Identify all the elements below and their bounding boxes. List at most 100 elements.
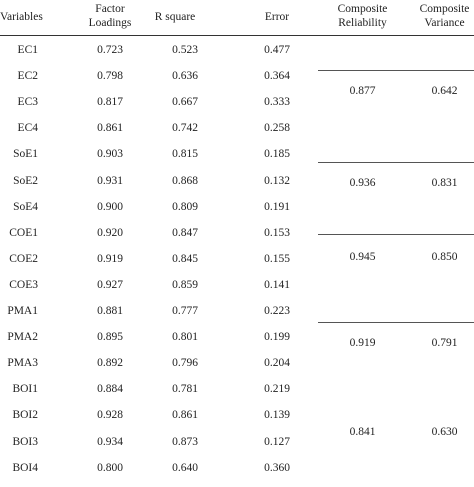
variable-cell: EC4 <box>17 122 38 135</box>
composite-reliability-cell: 0.945 <box>349 251 376 263</box>
header-error: Error <box>264 11 290 23</box>
table-row: PMA2 0.895 0.801 0.199 <box>0 330 474 356</box>
factor-loading-cell: 0.928 <box>97 409 123 422</box>
factor-loading-cell: 0.800 <box>97 461 123 474</box>
error-cell: 0.223 <box>264 305 290 317</box>
factor-loading-cell: 0.723 <box>97 44 123 56</box>
variable-cell: SoE4 <box>13 200 38 213</box>
composite-reliability-cell: 0.919 <box>349 337 376 349</box>
variable-cell: EC2 <box>17 70 38 83</box>
table-row: BOI2 0.928 0.861 0.139 <box>0 408 474 434</box>
factor-loading-cell: 0.881 <box>97 305 123 317</box>
composite-variance-cell: 0.831 <box>431 177 458 189</box>
table-row: EC2 0.798 0.636 0.364 <box>0 69 474 95</box>
table-row: SoE1 0.903 0.815 0.185 <box>0 147 474 173</box>
composite-reliability-cell: 0.841 <box>349 426 376 438</box>
error-cell: 0.364 <box>264 70 290 83</box>
error-cell: 0.360 <box>264 461 290 474</box>
factor-loading-cell: 0.927 <box>97 278 123 291</box>
factor-loading-cell: 0.920 <box>97 226 123 239</box>
variable-cell: PMA2 <box>7 331 38 344</box>
variable-cell: EC3 <box>17 96 38 109</box>
variable-cell: BOI2 <box>12 409 38 422</box>
composite-variance-cell: 0.642 <box>431 85 458 97</box>
r-square-cell: 0.847 <box>172 226 198 239</box>
error-cell: 0.199 <box>264 331 290 344</box>
table-row: SoE2 0.931 0.868 0.132 <box>0 174 474 200</box>
header-composite-reliability-line2: Reliability <box>338 17 387 29</box>
error-cell: 0.139 <box>264 409 290 422</box>
variable-cell: COE2 <box>9 252 38 265</box>
error-cell: 0.191 <box>264 200 290 213</box>
table-row: PMA3 0.892 0.796 0.204 <box>0 356 474 382</box>
r-square-cell: 0.845 <box>172 252 198 265</box>
table-row: EC1 0.723 0.523 0.477 <box>0 43 474 69</box>
factor-loading-cell: 0.817 <box>97 96 123 109</box>
table-row: SoE4 0.900 0.809 0.191 <box>0 200 474 226</box>
r-square-cell: 0.801 <box>172 331 198 344</box>
error-cell: 0.153 <box>264 226 290 239</box>
factor-loading-cell: 0.931 <box>97 174 123 187</box>
header-composite-variance: Composite Variance <box>412 2 474 30</box>
table-row: COE1 0.920 0.847 0.153 <box>0 226 474 252</box>
r-square-cell: 0.873 <box>172 435 198 448</box>
r-square-cell: 0.815 <box>172 148 198 161</box>
factor-loading-cell: 0.798 <box>97 70 123 83</box>
table-row: BOI4 0.800 0.640 0.360 <box>0 461 474 487</box>
group-divider <box>318 322 474 323</box>
error-cell: 0.204 <box>264 357 290 370</box>
factor-loading-cell: 0.934 <box>97 435 123 448</box>
r-square-cell: 0.742 <box>172 122 198 135</box>
r-square-cell: 0.868 <box>172 174 198 187</box>
r-square-cell: 0.640 <box>172 461 198 474</box>
variable-cell: BOI3 <box>12 435 38 448</box>
composite-reliability-cell: 0.936 <box>349 177 376 189</box>
error-cell: 0.477 <box>264 44 290 56</box>
table-row: EC4 0.861 0.742 0.258 <box>0 121 474 147</box>
header-composite-reliability: Composite Reliability <box>325 2 400 30</box>
table-row: EC3 0.817 0.667 0.333 <box>0 95 474 121</box>
r-square-cell: 0.636 <box>172 70 198 83</box>
header-factor-loadings: Factor Loadings <box>75 2 145 30</box>
error-cell: 0.333 <box>264 96 290 109</box>
header-composite-variance-line1: Composite <box>419 3 470 15</box>
r-square-cell: 0.523 <box>172 44 198 56</box>
composite-variance-cell: 0.791 <box>431 337 458 349</box>
factor-loading-cell: 0.895 <box>97 331 123 344</box>
table-row: BOI1 0.884 0.781 0.219 <box>0 382 474 408</box>
r-square-cell: 0.809 <box>172 200 198 213</box>
factor-loading-cell: 0.892 <box>97 357 123 370</box>
group-divider <box>318 70 474 71</box>
error-cell: 0.258 <box>264 122 290 135</box>
error-cell: 0.132 <box>264 174 290 187</box>
variable-cell: SoE1 <box>13 148 38 161</box>
table-row: BOI3 0.934 0.873 0.127 <box>0 435 474 461</box>
factor-loading-cell: 0.884 <box>97 383 123 396</box>
error-cell: 0.219 <box>264 383 290 396</box>
header-composite-reliability-line1: Composite <box>337 3 388 15</box>
r-square-cell: 0.667 <box>172 96 198 109</box>
r-square-cell: 0.777 <box>172 305 198 317</box>
error-cell: 0.141 <box>264 278 290 291</box>
group-divider <box>318 162 474 163</box>
header-composite-variance-line2: Variance <box>424 17 465 29</box>
header-rule <box>0 35 474 36</box>
header-factor-loadings-line2: Loadings <box>88 17 132 29</box>
r-square-cell: 0.781 <box>172 383 198 396</box>
variable-cell: EC1 <box>17 44 38 56</box>
r-square-cell: 0.861 <box>172 409 198 422</box>
table-row: PMA1 0.881 0.777 0.223 <box>0 304 474 330</box>
r-square-cell: 0.796 <box>172 357 198 370</box>
factor-loading-cell: 0.861 <box>97 122 123 135</box>
factor-loading-cell: 0.900 <box>97 200 123 213</box>
composite-reliability-cell: 0.877 <box>349 85 376 97</box>
factor-loading-cell: 0.903 <box>97 148 123 161</box>
variable-cell: PMA1 <box>7 305 38 317</box>
variable-cell: BOI4 <box>12 461 38 474</box>
header-variables: Variables <box>0 11 43 23</box>
composite-variance-cell: 0.850 <box>431 251 458 263</box>
error-cell: 0.155 <box>264 252 290 265</box>
composite-variance-cell: 0.630 <box>431 426 458 438</box>
variable-cell: BOI1 <box>12 383 38 396</box>
variable-cell: SoE2 <box>13 174 38 187</box>
